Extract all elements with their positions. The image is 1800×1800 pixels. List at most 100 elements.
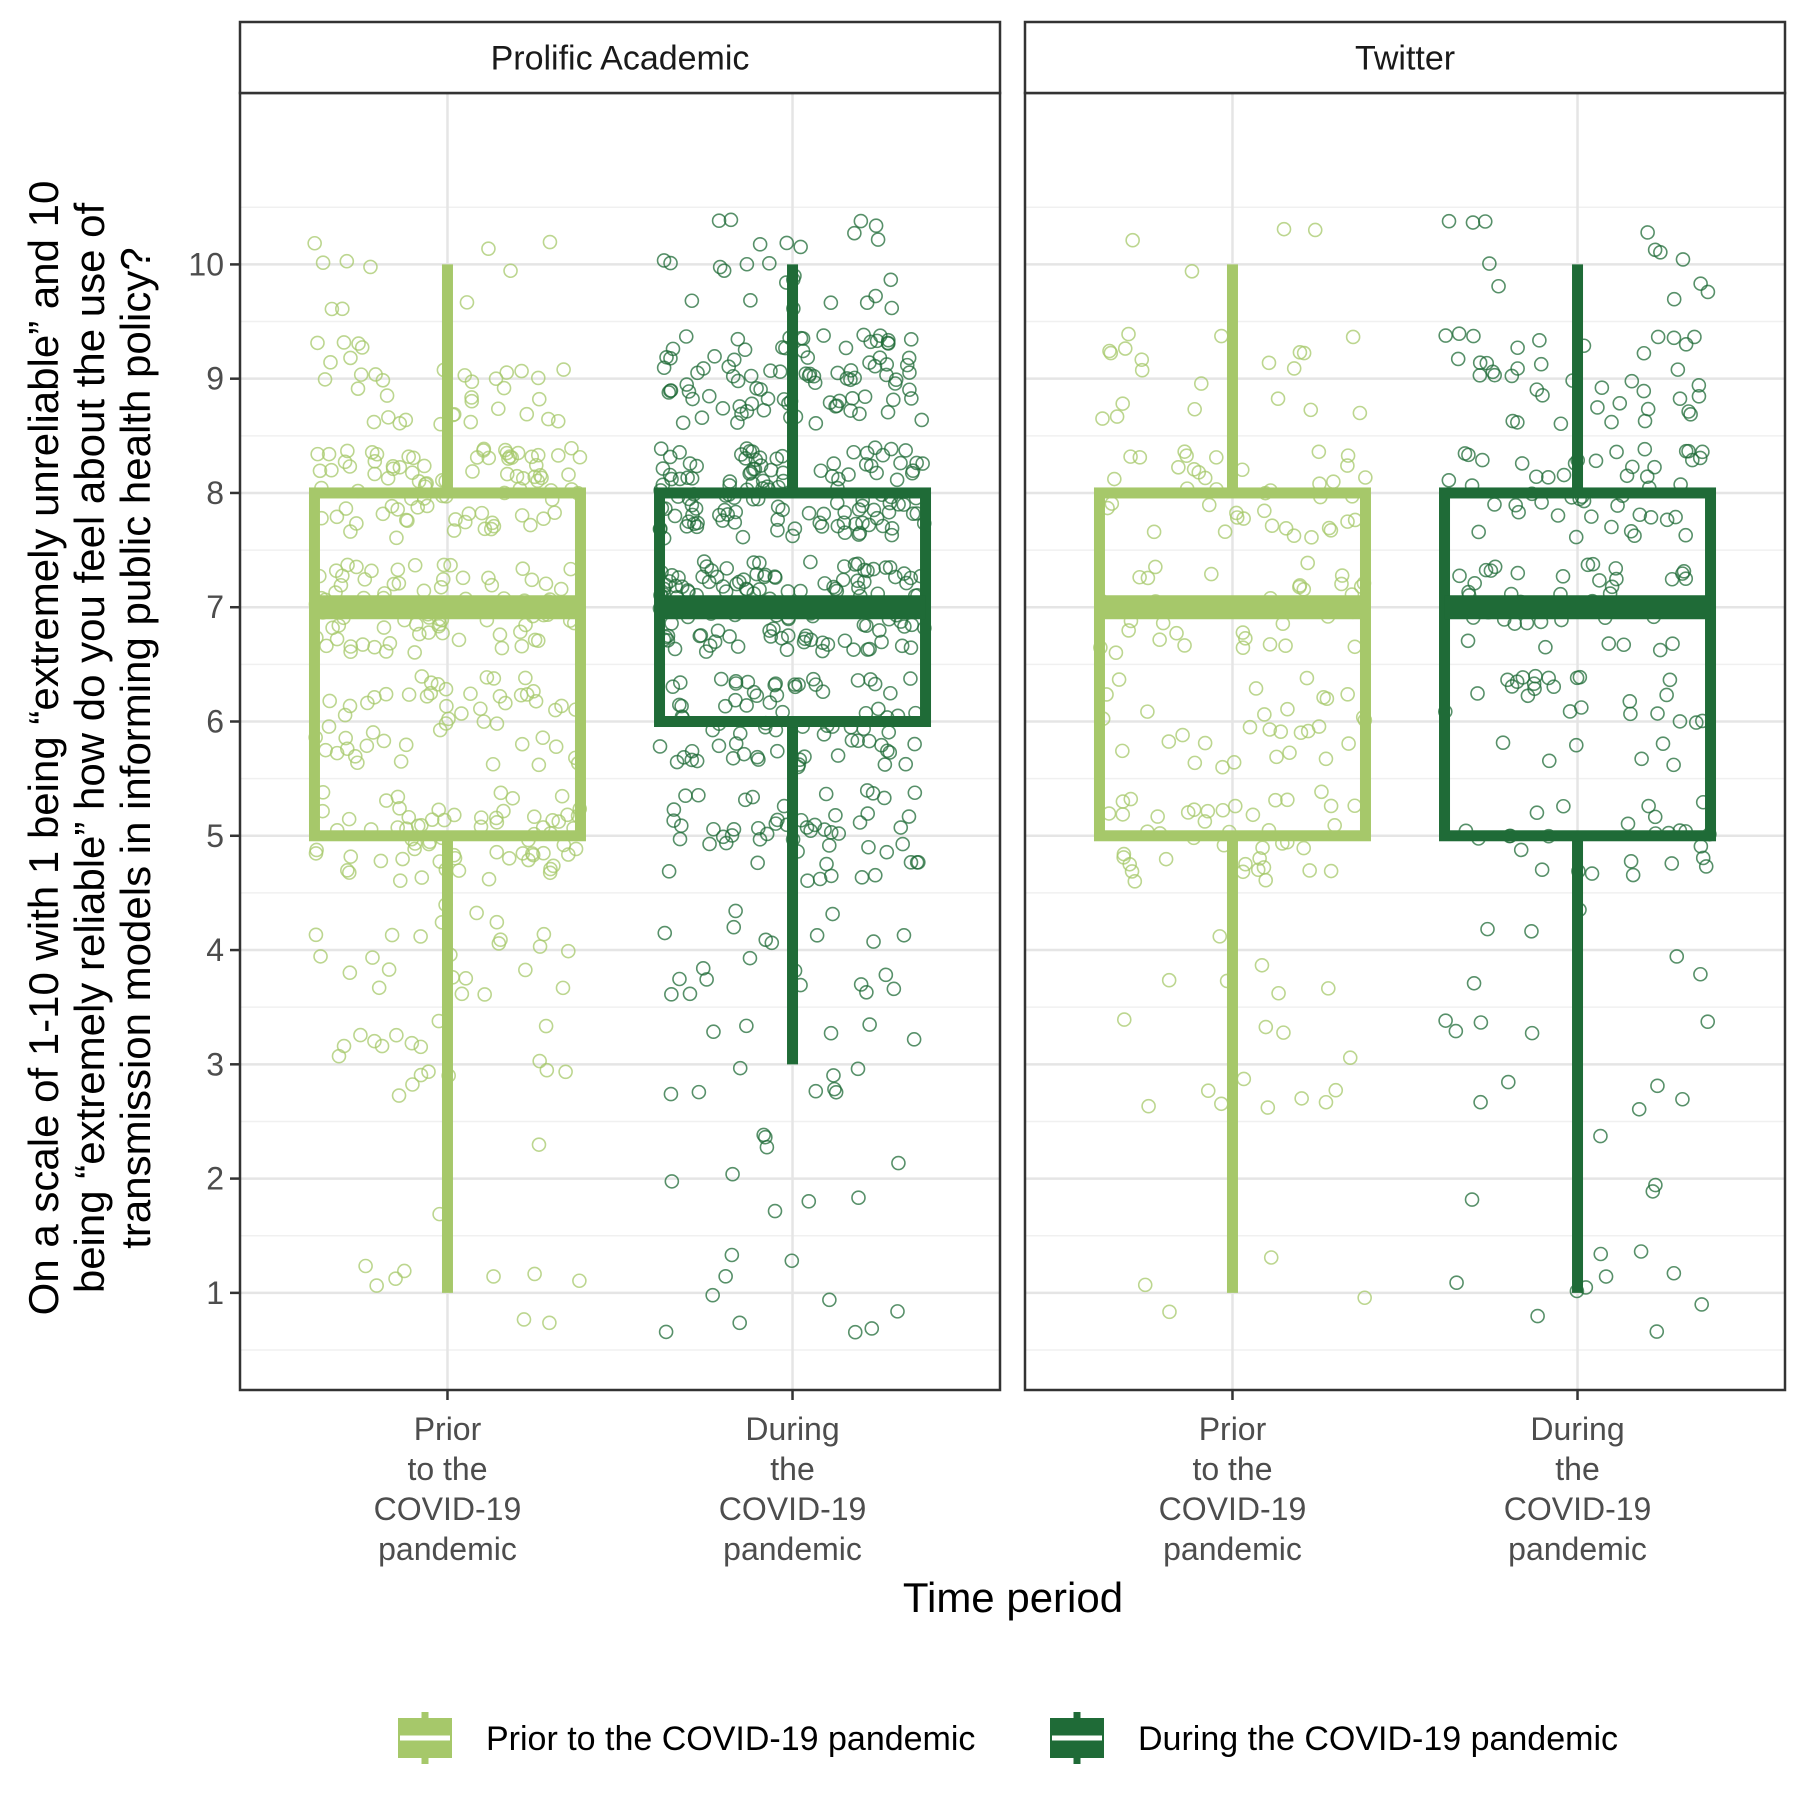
data-point (528, 457, 544, 473)
data-point (859, 445, 875, 461)
data-point (1212, 929, 1228, 944)
data-point (527, 469, 543, 485)
data-point (556, 362, 571, 377)
data-point (890, 1304, 905, 1319)
data-point (1550, 508, 1566, 523)
data-point (407, 557, 423, 573)
data-point (531, 1137, 547, 1152)
data-point (883, 685, 898, 701)
data-point (532, 468, 548, 483)
data-point (767, 677, 783, 693)
data-point (477, 521, 493, 537)
data-point (489, 810, 504, 826)
data-point (1652, 642, 1668, 658)
data-point (684, 752, 700, 768)
data-point (699, 972, 714, 987)
data-point (1473, 1015, 1489, 1030)
data-point (1257, 707, 1272, 722)
data-point (747, 461, 763, 477)
data-point (872, 623, 887, 638)
data-point (351, 336, 366, 351)
data-point (1197, 814, 1213, 829)
data-point (715, 401, 731, 416)
data-point (519, 406, 535, 422)
data-point (476, 441, 492, 457)
data-point (888, 372, 904, 387)
data-point (746, 684, 762, 700)
data-point (340, 443, 355, 459)
data-point (376, 733, 392, 749)
data-point (759, 826, 775, 842)
data-point (1529, 469, 1544, 485)
data-point (390, 562, 406, 578)
data-point (679, 377, 695, 392)
data-point (852, 525, 868, 541)
data-point (536, 926, 552, 942)
data-point (847, 1324, 863, 1340)
data-point (1171, 459, 1186, 475)
boxplot-prior (1093, 264, 1371, 1293)
data-point (366, 414, 382, 430)
data-point (758, 932, 774, 948)
strip-title: Prolific Academic (491, 40, 750, 78)
data-point (347, 748, 363, 764)
data-point (1676, 563, 1692, 579)
x-tick-label: During (1530, 1411, 1624, 1447)
data-point (388, 1271, 403, 1286)
data-point (1612, 395, 1628, 411)
data-point (391, 1088, 407, 1103)
data-point (1546, 679, 1562, 695)
data-point (779, 235, 795, 251)
y-axis-title: On a scale of 1-10 with 1 being “extreme… (20, 181, 159, 1316)
data-point (1200, 1083, 1216, 1099)
data-point (824, 868, 839, 884)
data-point (867, 676, 883, 692)
data-point (808, 416, 824, 431)
data-point (1111, 672, 1127, 687)
data-point (851, 502, 867, 517)
data-point (484, 577, 500, 593)
data-point (1541, 670, 1556, 686)
data-point (1278, 638, 1293, 654)
data-point (1495, 735, 1511, 751)
data-point (768, 816, 784, 831)
data-point (389, 1027, 404, 1043)
data-point (373, 853, 389, 869)
data-point (439, 698, 454, 714)
data-point (857, 574, 872, 590)
data-point (682, 986, 698, 1002)
data-point (367, 689, 382, 705)
data-point (323, 355, 338, 370)
data-point (1532, 333, 1547, 348)
data-point (407, 841, 422, 857)
data-point (652, 739, 668, 754)
data-point (464, 393, 480, 409)
data-point (1262, 722, 1278, 737)
data-point (1303, 402, 1319, 418)
data-point (723, 212, 739, 228)
data-point (1300, 555, 1315, 571)
data-point (863, 334, 878, 350)
data-point (1505, 413, 1521, 429)
data-point (1268, 792, 1283, 808)
data-point (1666, 330, 1682, 346)
data-point (310, 446, 325, 462)
data-point (732, 1315, 747, 1331)
data-point (680, 470, 695, 485)
data-point (675, 415, 691, 431)
data-point (653, 441, 669, 456)
data-point (1311, 444, 1327, 460)
data-point (871, 701, 886, 717)
data-point (338, 501, 354, 516)
data-point (831, 826, 847, 841)
data-point (1438, 1013, 1453, 1028)
x-tick-label: COVID-19 (719, 1491, 867, 1527)
data-point (1529, 805, 1545, 821)
data-point (657, 925, 673, 941)
data-point (743, 464, 759, 480)
data-point (1334, 568, 1350, 583)
boxplot-prior (308, 264, 586, 1293)
y-axis-title-line-3: transmission models in informing public … (112, 247, 159, 1248)
data-point (860, 563, 875, 579)
data-point (1320, 981, 1336, 996)
